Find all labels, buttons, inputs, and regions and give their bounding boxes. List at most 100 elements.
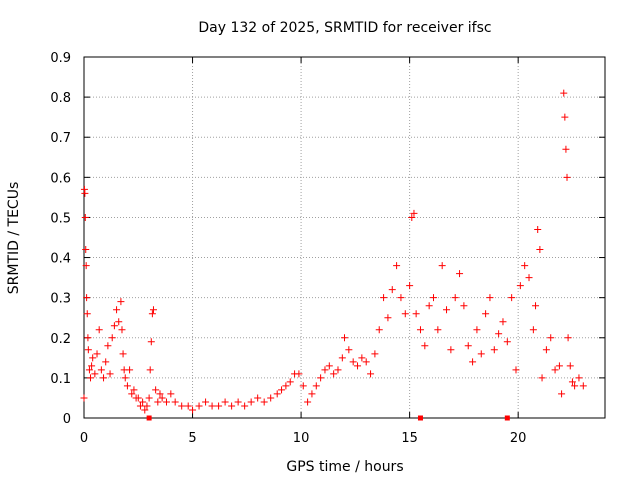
- x-axis: 0 5 10 15 20: [80, 57, 527, 446]
- data-point: [571, 382, 579, 390]
- chart-title: Day 132 of 2025, SRMTID for receiver ifs…: [198, 20, 491, 36]
- data-point: [563, 173, 571, 181]
- y-tick-label: 0.2: [50, 332, 71, 347]
- data-point: [564, 334, 572, 342]
- data-point: [189, 406, 197, 414]
- x-tick-label: 20: [510, 431, 527, 446]
- y-tick-label: 0.1: [50, 372, 71, 387]
- data-point: [146, 366, 154, 374]
- data-point: [473, 326, 481, 334]
- data-point: [534, 225, 542, 233]
- data-point: [434, 326, 442, 334]
- data-point: [97, 366, 105, 374]
- plot-frame: [83, 56, 606, 419]
- data-point: [438, 262, 446, 270]
- data-point: [241, 402, 249, 410]
- data-point: [208, 402, 216, 410]
- data-point: [80, 394, 88, 402]
- data-point: [130, 386, 138, 394]
- data-point: [304, 398, 312, 406]
- data-point: [82, 262, 90, 270]
- data-point: [416, 326, 424, 334]
- data-point: [141, 406, 149, 414]
- y-tick-label: 0.6: [50, 171, 71, 186]
- data-point: [121, 374, 129, 382]
- data-point: [410, 209, 418, 217]
- data-point: [158, 394, 166, 402]
- data-point: [425, 302, 433, 310]
- data-point: [145, 394, 153, 402]
- data-point: [128, 390, 136, 398]
- data-point: [152, 386, 160, 394]
- data-point: [575, 374, 583, 382]
- data-point: [154, 398, 162, 406]
- data-point: [525, 274, 533, 282]
- data-point: [143, 402, 151, 410]
- data-point: [482, 310, 490, 318]
- data-point: [443, 306, 451, 314]
- data-point: [156, 390, 164, 398]
- data-point: [406, 282, 414, 290]
- data-point: [123, 382, 131, 390]
- data-point: [84, 334, 92, 342]
- data-point: [532, 302, 540, 310]
- data-point: [547, 334, 555, 342]
- data-point: [167, 390, 175, 398]
- data-point: [562, 145, 570, 153]
- x-tick-label: 0: [80, 431, 88, 446]
- data-point: [299, 382, 307, 390]
- data-point: [456, 270, 464, 278]
- data-point: [499, 318, 507, 326]
- data-point: [451, 294, 459, 302]
- x-tick-label: 15: [401, 431, 418, 446]
- x-tick-label: 10: [293, 431, 310, 446]
- data-point: [308, 390, 316, 398]
- data-point: [464, 342, 472, 350]
- data-point: [317, 374, 325, 382]
- grid-layer: [84, 57, 605, 418]
- data-point: [555, 362, 563, 370]
- data-point: [126, 366, 134, 374]
- data-point: [384, 314, 392, 322]
- data-point: [85, 366, 93, 374]
- data-point: [115, 318, 123, 326]
- data-point: [83, 294, 91, 302]
- data-point: [95, 326, 103, 334]
- data-point: [521, 262, 529, 270]
- y-tick-label: 0: [63, 412, 71, 427]
- data-point: [375, 326, 383, 334]
- data-point: [341, 334, 348, 342]
- data-point: [538, 374, 546, 382]
- data-point: [108, 334, 116, 342]
- data-point: [254, 394, 262, 402]
- data-point: [568, 378, 576, 386]
- data-point: [393, 262, 401, 270]
- data-point: [477, 350, 485, 358]
- zero-marker: [417, 415, 423, 421]
- data-point: [354, 362, 362, 370]
- data-point: [195, 402, 203, 410]
- data-point: [134, 394, 142, 402]
- data-point: [469, 358, 477, 366]
- data-point: [330, 370, 338, 378]
- y-tick-label: 0.7: [50, 131, 71, 146]
- data-point: [119, 350, 127, 358]
- data-point: [561, 113, 569, 121]
- data-point: [430, 294, 438, 302]
- data-point: [490, 346, 498, 354]
- data-point: [408, 213, 416, 221]
- data-point: [486, 294, 494, 302]
- y-axis: 0 0.1 0.2 0.3 0.4 0.5 0.6 0.7 0.8 0.9: [50, 51, 605, 427]
- data-point: [202, 398, 210, 406]
- data-point: [566, 362, 574, 370]
- data-point: [184, 402, 192, 410]
- data-point: [508, 294, 516, 302]
- data-point: [110, 322, 118, 330]
- data-point: [380, 294, 388, 302]
- data-points: [80, 89, 587, 421]
- y-tick-label: 0.3: [50, 292, 71, 307]
- data-point: [162, 398, 170, 406]
- data-point: [178, 402, 186, 410]
- data-point: [349, 358, 357, 366]
